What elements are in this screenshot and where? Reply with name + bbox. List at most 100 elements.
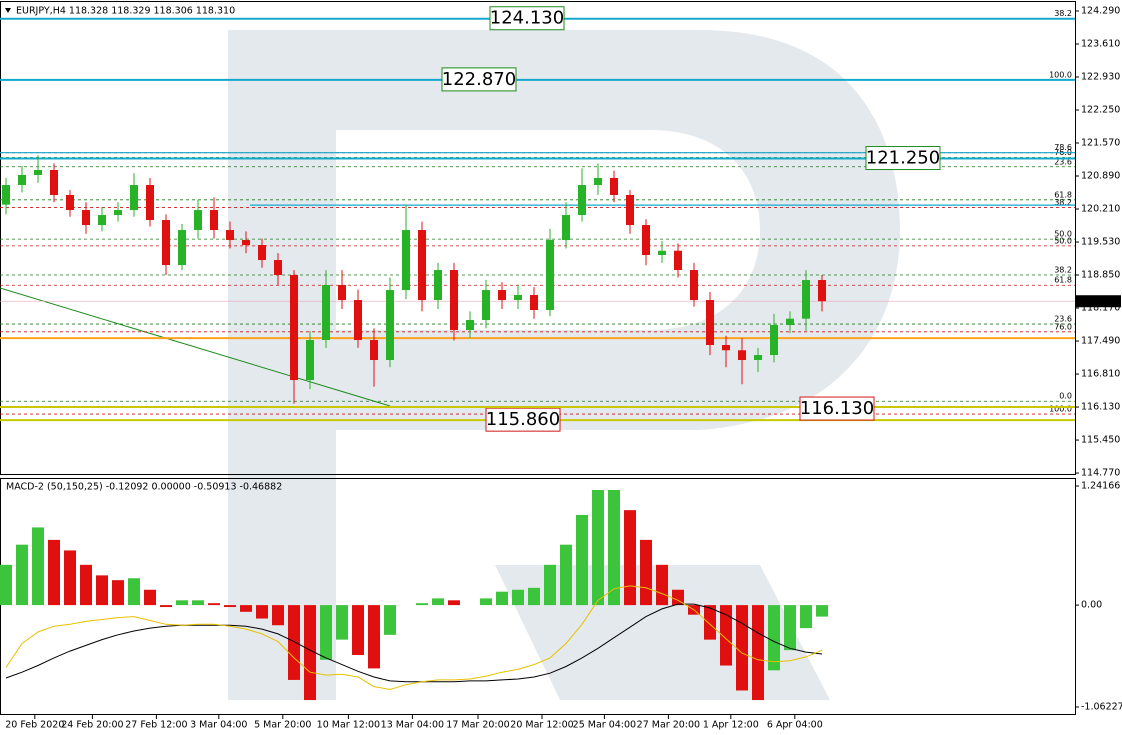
fib-label: 23.6 [1054,315,1072,324]
last-price-label: 118.310 [1081,296,1120,307]
x-tick-label: 10 Mar 12:00 [317,720,380,731]
candle-body [818,280,826,302]
candle-body [2,184,10,205]
histogram-bar [704,605,716,640]
histogram-bar [608,489,620,606]
level-label: 116.130 [800,398,874,419]
candle-body [242,240,250,246]
x-tick-label: 20 Feb 2020 [5,720,64,731]
histogram-bar [560,544,572,606]
histogram-bar [528,587,540,606]
histogram-bar [800,605,812,629]
histogram-bar [480,598,492,606]
histogram-bar [112,580,124,606]
histogram-bar [144,589,156,606]
x-tick-label: 13 Mar 04:00 [381,720,444,731]
fib-label: 38.2 [1054,198,1072,207]
level-label-box [489,6,565,31]
x-tick-label: 27 Mar 20:00 [637,720,700,731]
histogram-bar [384,605,396,635]
candle-body [306,340,314,381]
histogram-bar [304,605,316,701]
y-tick-label: 118.850 [1081,270,1120,281]
histogram-bar [80,564,92,606]
x-tick-label: 25 Mar 04:00 [573,720,636,731]
histogram-bar [272,605,284,626]
candle-body [530,295,538,311]
candle-body [514,295,522,301]
histogram-bar [208,603,220,606]
fib-label: 23.6 [1054,157,1072,166]
candle-body [466,320,474,331]
candle-body [610,177,618,195]
candle-body [210,210,218,231]
level-label: 115.860 [486,409,560,430]
chart-title: EURJPY,H4 118.328 118.329 118.306 118.31… [16,6,235,17]
histogram-bar [752,605,764,701]
candle-body [146,184,154,221]
histogram-bar [416,603,428,606]
level-label: 124.130 [490,8,564,29]
histogram-bar [64,550,76,606]
fib-label: 100.0 [1049,405,1072,414]
histogram-bar [720,605,732,666]
candle-body [578,184,586,216]
candle-body [562,215,570,241]
candle-body [162,220,170,266]
level-label: 122.870 [442,69,516,90]
histogram-bar [432,598,444,606]
candle-body [50,169,58,195]
x-tick-label: 17 Mar 20:00 [446,720,509,731]
histogram-bar [352,605,364,655]
histogram-bar [336,605,348,640]
y-tick-label: 116.810 [1081,369,1120,380]
histogram-bar [288,605,300,680]
main-panel-frame [0,1,1076,475]
candle-body [770,325,778,356]
histogram-bar [592,489,604,606]
y-tick-label: 116.130 [1081,402,1120,413]
y-tick-label: 115.450 [1081,435,1120,446]
histogram-bar [320,605,332,660]
y-tick-label: -1.06227 [1081,701,1122,712]
level-label-box [441,67,517,92]
x-tick-label: 24 Feb 20:00 [61,720,123,731]
level-label-box [485,407,561,432]
fib-label: 61.8 [1054,190,1072,199]
candle-body [290,275,298,381]
candle-body [786,318,794,326]
x-tick-label: 20 Mar 12:00 [510,720,573,731]
histogram-bar [192,600,204,606]
signal-line [5,585,823,691]
watermark [228,30,900,700]
signal-line [5,603,823,683]
fib-label: 50.0 [1054,236,1072,245]
fib-label: 38.2 [1054,9,1072,18]
histogram-bar [496,591,508,606]
y-tick-label: 124.290 [1081,5,1120,16]
candle-body [450,270,458,331]
level-label: 121.250 [866,148,940,169]
candle-body [546,240,554,311]
candle-body [482,290,490,321]
histogram-bar [544,564,556,606]
y-tick-label: 121.570 [1081,138,1120,149]
last-price-box [1076,295,1121,308]
histogram-bar [448,600,460,606]
candle-body [738,350,746,361]
candle-body [338,285,346,301]
histogram-bar [576,514,588,606]
candle-body [226,230,234,241]
macd-title: MACD-2 (50,150,25) -0.12092 0.00000 -0.5… [6,482,282,493]
histogram-bar [672,589,684,606]
histogram-bar [656,564,668,606]
fib-label: 38.2 [1054,266,1072,275]
histogram-bar [784,605,796,651]
histogram-bar [0,564,12,606]
level-label-box [865,146,941,171]
candle-body [674,250,682,271]
candle-body [418,230,426,301]
y-tick-label: 117.490 [1081,336,1120,347]
candle-body [194,210,202,231]
